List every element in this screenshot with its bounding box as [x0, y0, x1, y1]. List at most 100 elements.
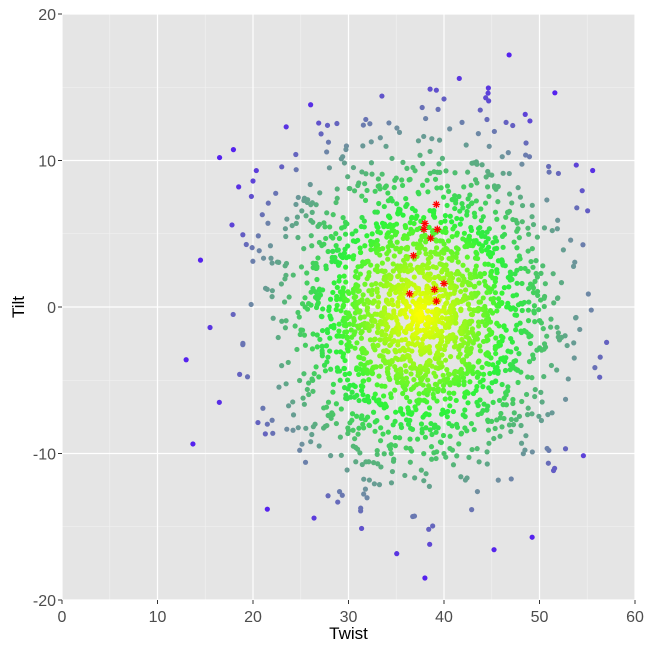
- data-point: [465, 301, 471, 308]
- data-point: [495, 296, 502, 302]
- highlight-point: [426, 234, 435, 242]
- data-point: [336, 489, 343, 495]
- data-point: [475, 131, 481, 137]
- data-point: [359, 169, 365, 175]
- data-point: [408, 215, 415, 221]
- data-point: [336, 278, 342, 284]
- data-point: [525, 318, 532, 324]
- data-point: [357, 249, 364, 256]
- data-point: [440, 382, 447, 389]
- data-point: [340, 333, 346, 339]
- data-point: [510, 216, 516, 223]
- data-point: [389, 155, 395, 162]
- data-point: [503, 214, 509, 220]
- data-point: [531, 303, 538, 309]
- data-point: [479, 233, 485, 239]
- data-point: [374, 237, 380, 244]
- data-point: [483, 174, 489, 180]
- data-point: [525, 225, 531, 231]
- data-point: [327, 296, 334, 302]
- data-point: [490, 263, 496, 269]
- data-point: [502, 367, 509, 374]
- data-point: [344, 297, 350, 304]
- data-point: [479, 319, 485, 325]
- data-point: [444, 271, 450, 277]
- data-point: [375, 303, 381, 310]
- data-point: [500, 224, 507, 230]
- data-point: [361, 224, 367, 230]
- data-point: [478, 273, 484, 280]
- data-point: [510, 396, 516, 403]
- data-point: [282, 226, 288, 232]
- data-point: [364, 305, 371, 311]
- data-point: [336, 328, 342, 334]
- data-point: [549, 410, 555, 416]
- data-point: [390, 268, 396, 274]
- data-point: [419, 270, 426, 276]
- data-point: [355, 182, 361, 189]
- data-point: [484, 316, 490, 323]
- data-point: [433, 87, 439, 93]
- data-point: [411, 220, 417, 227]
- data-point: [415, 138, 422, 144]
- data-point: [343, 146, 349, 153]
- data-point: [283, 318, 289, 324]
- data-point: [346, 371, 353, 377]
- data-point: [499, 424, 505, 430]
- data-point: [469, 326, 476, 332]
- data-point: [408, 425, 414, 431]
- data-point: [439, 255, 445, 261]
- data-point: [464, 212, 470, 218]
- data-point: [434, 185, 440, 191]
- data-point: [490, 239, 496, 246]
- data-point: [377, 186, 383, 192]
- data-point: [430, 523, 436, 529]
- data-point: [485, 251, 492, 257]
- data-point: [337, 260, 343, 266]
- data-point: [430, 264, 436, 270]
- data-point: [479, 364, 485, 370]
- data-point: [350, 256, 356, 262]
- data-point: [360, 383, 366, 390]
- data-point: [414, 436, 421, 442]
- data-point: [341, 273, 347, 279]
- data-point: [450, 226, 456, 232]
- data-point: [442, 218, 448, 224]
- data-point: [541, 225, 548, 231]
- data-point: [404, 379, 410, 385]
- x-axis-title: Twist: [329, 624, 368, 643]
- data-point: [471, 307, 477, 313]
- data-point: [476, 280, 482, 286]
- data-point: [375, 224, 381, 231]
- data-point: [362, 243, 368, 249]
- data-point: [459, 201, 465, 207]
- data-point: [337, 434, 343, 440]
- data-point: [421, 133, 427, 140]
- data-point: [372, 188, 378, 194]
- data-point: [328, 453, 334, 459]
- data-point: [403, 368, 409, 375]
- data-point: [440, 372, 446, 378]
- data-point: [549, 227, 555, 234]
- data-point: [385, 244, 391, 250]
- data-point: [373, 281, 379, 287]
- data-point: [506, 422, 513, 428]
- data-point: [394, 379, 401, 386]
- data-point: [420, 161, 426, 167]
- data-point: [432, 422, 438, 428]
- data-point: [440, 229, 446, 235]
- data-point: [346, 290, 352, 296]
- data-point: [315, 255, 321, 261]
- data-point: [425, 189, 431, 195]
- data-point: [374, 447, 380, 454]
- data-point: [342, 371, 348, 377]
- data-point: [338, 406, 344, 412]
- data-point: [357, 271, 363, 277]
- data-point: [392, 387, 398, 393]
- data-point: [436, 359, 442, 366]
- data-point: [454, 215, 460, 222]
- data-point: [380, 393, 387, 399]
- data-point: [316, 443, 322, 449]
- data-point: [529, 246, 535, 252]
- data-point: [324, 422, 330, 429]
